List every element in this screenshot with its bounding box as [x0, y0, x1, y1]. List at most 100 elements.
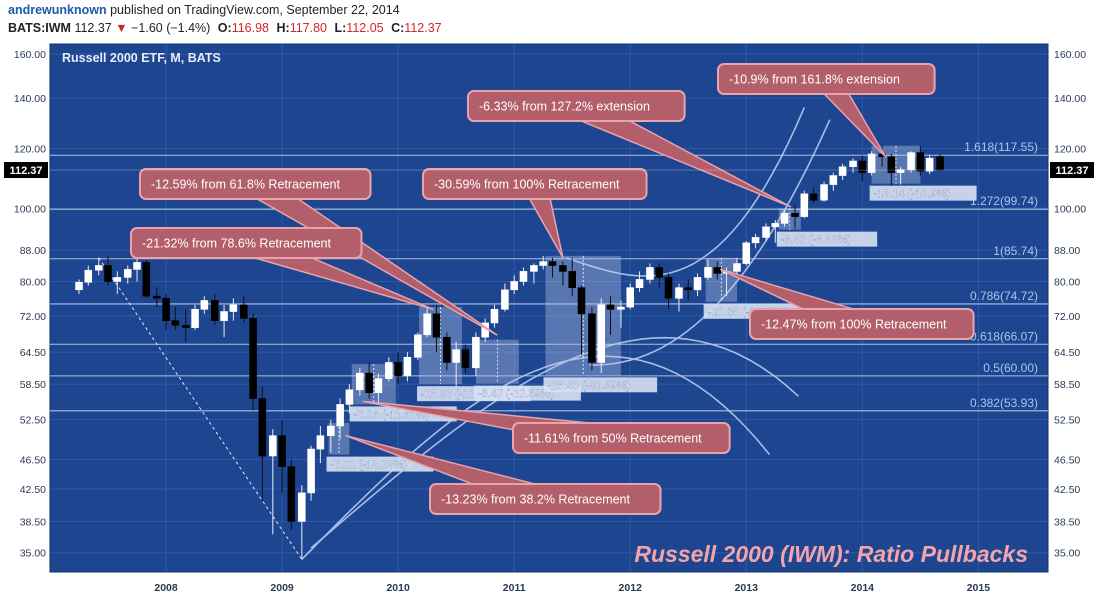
y-tick-label-left: 88.00: [20, 245, 46, 257]
candle-body: [142, 262, 151, 297]
candle-body: [249, 318, 257, 399]
callout-box: [467, 90, 686, 122]
y-tick-label-left: 46.50: [20, 454, 46, 466]
chart-watermark: Russell 2000 (IWM): Ratio Pullbacks: [634, 541, 1028, 567]
candle-body: [626, 287, 635, 308]
pullback-box: [545, 255, 621, 376]
y-tick-label-right: 58.50: [1054, 379, 1080, 391]
y-tick-label-right: 160.00: [1054, 49, 1086, 61]
candle-body: [345, 389, 354, 405]
candle-body: [849, 160, 857, 168]
candle-body: [916, 152, 925, 172]
y-tick-label-right: 52.50: [1054, 415, 1080, 427]
y-tick-label-right: 140.00: [1054, 93, 1086, 105]
candle-body: [771, 223, 780, 228]
candle-body: [559, 265, 567, 272]
candle-body: [519, 271, 528, 282]
fib-label: 0.618(66.07): [970, 329, 1038, 343]
y-tick-label-left: 80.00: [20, 276, 46, 288]
candle-body: [365, 372, 373, 393]
candle-body: [220, 311, 228, 321]
y-tick-label-left: 35.00: [20, 548, 46, 560]
candle-body: [704, 267, 712, 278]
candle-body: [104, 265, 112, 282]
candle-body: [298, 492, 306, 522]
candle-body: [742, 242, 751, 264]
low-label: L:: [334, 21, 347, 35]
last-price: 112.37: [74, 21, 112, 35]
candle-body: [858, 160, 867, 173]
callout-5: -21.32% from 78.6% Retracement: [130, 227, 434, 311]
pullback-label-bg: [543, 377, 658, 393]
candle-body: [606, 304, 615, 310]
candle-body: [123, 269, 132, 278]
last-price-label-right: 112.37: [1055, 165, 1088, 177]
grid: [50, 44, 1048, 572]
candle-body: [229, 304, 238, 312]
callout-box: [130, 227, 363, 259]
fib-arcs: [301, 107, 831, 560]
candle-body: [664, 277, 673, 299]
fib-arc: [566, 107, 806, 277]
chart-title: Russell 2000 ETF, M, BATS: [62, 51, 221, 65]
candle-body: [191, 308, 199, 328]
candle-body: [94, 265, 103, 271]
candle-body: [887, 156, 896, 173]
fib-label: 0.382(53.93): [970, 396, 1038, 410]
callout-text: -13.23% from 38.2% Retracement: [441, 493, 631, 507]
candle-body: [472, 336, 480, 369]
pullback-label: -26.40 (-30.59%): [548, 380, 631, 392]
fib-label: 1.618(117.55): [964, 140, 1038, 154]
candle-body: [896, 169, 905, 173]
callout-2: -6.33% from 127.2% extension: [467, 90, 792, 208]
author-link[interactable]: andrewunknown: [8, 3, 107, 17]
callout-text: -12.59% from 61.8% Retracement: [151, 178, 341, 192]
published-text: published on TradingView.com, September …: [110, 3, 400, 17]
y-tick-label-left: 100.00: [14, 203, 46, 215]
high-label: H:: [276, 21, 290, 35]
x-tick-label: 2013: [735, 582, 759, 594]
candle-body: [84, 269, 93, 283]
candle-body: [414, 334, 422, 358]
y-tick-label-right: 100.00: [1054, 203, 1086, 215]
quote-line: BATS:IWM 112.37 ▼ −1.60 (−1.4%) O:116.98…: [8, 21, 442, 35]
callout-box: [749, 308, 975, 340]
callout-box: [512, 422, 731, 454]
candle-body: [336, 404, 344, 427]
candle-body: [423, 313, 431, 336]
candle-body: [762, 226, 770, 238]
candle-body: [568, 271, 576, 289]
publish-line: andrewunknown published on TradingView.c…: [8, 3, 400, 17]
candle-body: [385, 362, 393, 379]
candle-body: [925, 157, 934, 172]
candle-body: [269, 435, 277, 457]
candle-body: [675, 287, 683, 299]
y-tick-label-left: 38.50: [20, 516, 46, 528]
candle-body: [907, 152, 915, 170]
last-price-tag-left: [4, 162, 48, 179]
candle-body: [791, 212, 799, 217]
candle-body: [113, 277, 122, 282]
candle-body: [684, 287, 693, 291]
candle-body: [577, 287, 586, 315]
y-tick-label-left: 160.00: [14, 49, 46, 61]
pullback-label-bg: [869, 185, 977, 201]
candle-body: [635, 279, 644, 289]
candle-body: [530, 265, 538, 272]
callout-text: -6.33% from 127.2% extension: [479, 100, 650, 114]
open-value: 116.98: [231, 21, 269, 35]
callout-3: -12.59% from 61.8% Retracement: [139, 168, 498, 336]
candle-body: [838, 166, 847, 176]
y-tick-label-right: 42.50: [1054, 484, 1080, 496]
candle-body: [809, 193, 818, 201]
candle-body: [751, 237, 760, 244]
callout-text: -10.9% from 161.8% extension: [729, 73, 900, 87]
candle-body: [693, 277, 702, 291]
candle-body: [820, 184, 828, 201]
candle-body: [327, 425, 335, 436]
candle-body: [316, 435, 325, 450]
y-tick-label-right: 120.00: [1054, 143, 1086, 155]
symbol-label[interactable]: BATS:IWM: [8, 21, 71, 35]
candle-body: [800, 193, 809, 217]
